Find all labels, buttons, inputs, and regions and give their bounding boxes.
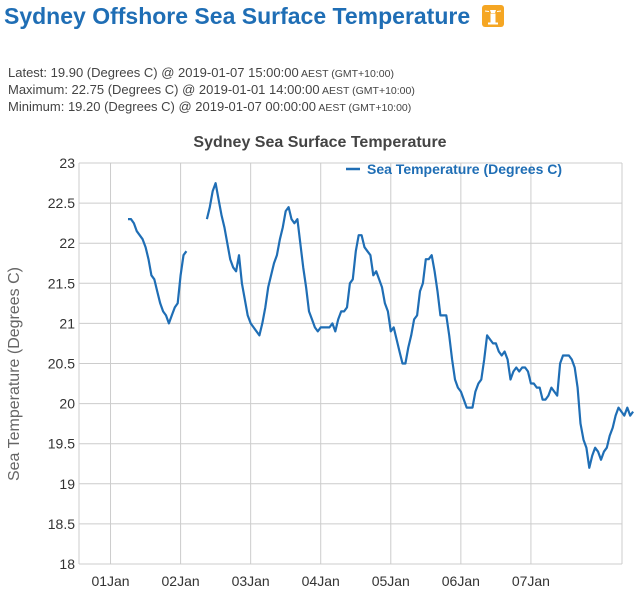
stat-minimum-tz: AEST (GMT+10:00) [316, 102, 412, 114]
y-tick-label: 21 [59, 315, 75, 331]
series-line [128, 217, 188, 325]
x-tick-label: 04Jan [302, 573, 340, 589]
y-tick-label: 23 [59, 155, 75, 171]
lighthouse-icon[interactable] [482, 5, 505, 27]
x-tick-label: 03Jan [232, 573, 270, 589]
y-tick-label: 20.5 [48, 356, 75, 372]
x-tick-label: 07Jan [512, 573, 550, 589]
page-title-text: Sydney Offshore Sea Surface Temperature [4, 3, 471, 29]
y-tick-label: 19 [59, 476, 75, 492]
x-tick-label: 01Jan [91, 573, 129, 589]
stat-minimum-value: Minimum: 19.20 (Degrees C) @ 2019-01-07 … [8, 99, 317, 114]
y-tick-label: 22 [59, 235, 75, 251]
chart-legend[interactable]: Sea Temperature (Degrees C) [346, 161, 562, 177]
x-tick-label: 06Jan [442, 573, 480, 589]
chart-ticks: 18 18.5 19 19.5 20 20.5 21 21.5 22 22.5 23 01Jan 02J… [48, 155, 550, 589]
y-axis-label: Sea Temperature (Degrees C) [6, 267, 23, 481]
y-tick-label: 21.5 [48, 275, 75, 291]
stats-summary: Latest: 19.90 (Degrees C) @ 2019-01-07 1… [8, 65, 415, 116]
y-tick-label: 18 [59, 556, 75, 572]
x-tick-label: 05Jan [372, 573, 410, 589]
chart-grid [78, 162, 623, 565]
series-line [205, 181, 634, 469]
y-tick-label: 19.5 [48, 436, 75, 452]
chart-title: Sydney Sea Surface Temperature [193, 134, 446, 151]
stat-maximum-tz: AEST (GMT+10:00) [319, 85, 415, 97]
y-tick-label: 20 [59, 396, 75, 412]
temperature-chart: Sydney Sea Surface Temperature 1818.5191… [6, 134, 634, 589]
stat-latest-value: Latest: 19.90 (Degrees C) @ 2019-01-07 1… [8, 65, 299, 80]
y-tick-label: 18.5 [48, 516, 75, 532]
stat-maximum-value: Maximum: 22.75 (Degrees C) @ 2019-01-01 … [8, 82, 320, 97]
stat-maximum: Maximum: 22.75 (Degrees C) @ 2019-01-01 … [8, 82, 415, 99]
stat-latest: Latest: 19.90 (Degrees C) @ 2019-01-07 1… [8, 65, 415, 82]
chart-series [128, 181, 634, 469]
y-tick-label: 22.5 [48, 195, 75, 211]
stat-latest-tz: AEST (GMT+10:00) [298, 68, 394, 80]
page-title: Sydney Offshore Sea Surface Temperature [4, 2, 505, 30]
stat-minimum: Minimum: 19.20 (Degrees C) @ 2019-01-07 … [8, 99, 415, 116]
x-tick-label: 02Jan [162, 573, 200, 589]
legend-label[interactable]: Sea Temperature (Degrees C) [367, 161, 562, 177]
